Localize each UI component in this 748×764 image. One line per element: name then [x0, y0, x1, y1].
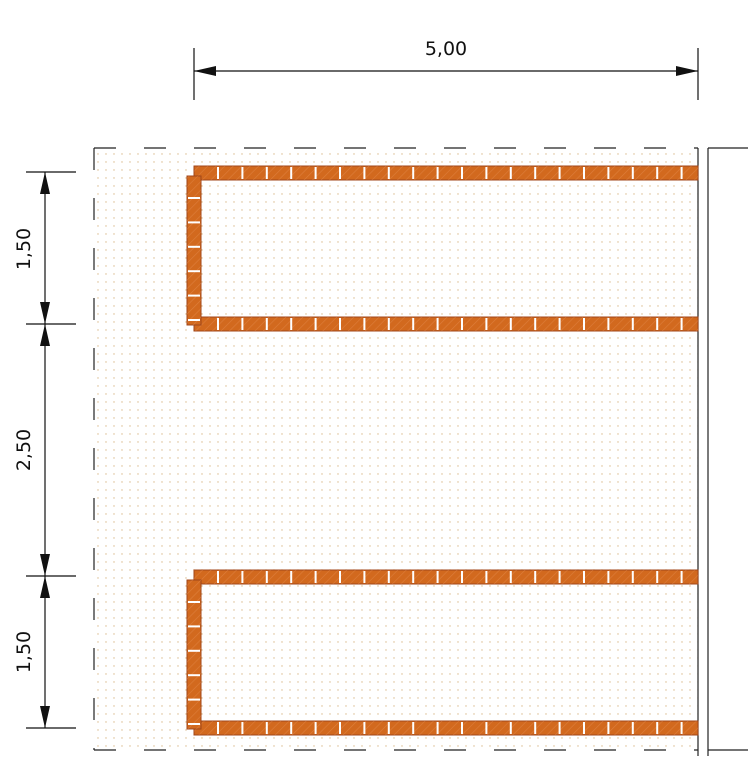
gap-height-label: 2,50 — [13, 429, 35, 471]
bed1-top-arrowhead-icon — [40, 172, 50, 194]
width-left-arrowhead-icon — [194, 66, 216, 76]
bed2-side-bricks — [186, 579, 202, 730]
bed1-height-label: 1,50 — [13, 228, 35, 270]
width-right-arrowhead-icon — [676, 66, 698, 76]
ground-area — [94, 148, 698, 750]
bed1-bottom-arrowhead-icon — [40, 302, 50, 324]
bed2-top-arrowhead-icon — [40, 576, 50, 598]
raised-bed-top — [186, 165, 699, 332]
gap-top-arrowhead-icon — [40, 324, 50, 346]
gap-bottom-arrowhead-icon — [40, 554, 50, 576]
vertical-dimensions: 1,50 2,50 1,50 — [13, 171, 76, 729]
bed2-height-label: 1,50 — [13, 631, 35, 673]
width-dimension-label: 5,00 — [425, 38, 467, 60]
bed1-bottom-bricks — [193, 316, 699, 332]
raised-bed-bottom — [186, 569, 699, 736]
bed2-bottom-bricks — [193, 720, 699, 736]
width-dimension: 5,00 — [193, 38, 699, 100]
bed1-side-bricks — [186, 175, 202, 326]
bed2-bottom-arrowhead-icon — [40, 706, 50, 728]
bed1-top-bricks — [193, 165, 699, 181]
bed2-top-bricks — [193, 569, 699, 585]
site-boundary — [93, 147, 748, 756]
